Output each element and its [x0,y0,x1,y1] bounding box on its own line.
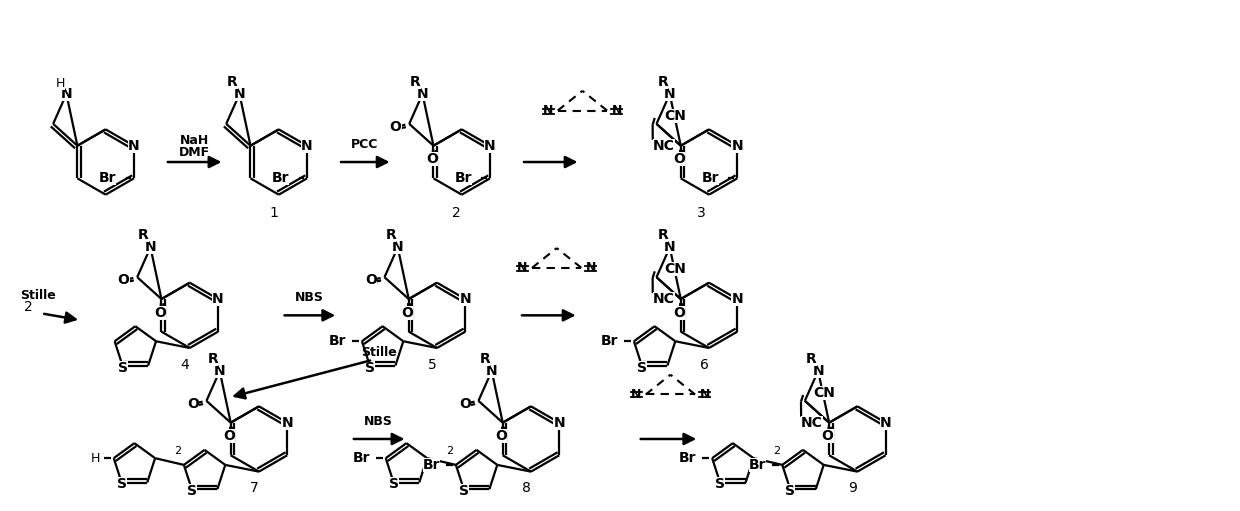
Text: O: O [365,273,377,287]
Text: 6: 6 [699,358,708,372]
Text: H: H [91,452,100,464]
Text: N: N [631,388,641,401]
Text: Stille: Stille [21,289,56,302]
Text: 2: 2 [453,206,461,220]
Text: N: N [301,138,312,153]
Text: N: N [732,292,743,306]
Text: Br: Br [329,334,346,349]
Text: O: O [389,120,402,134]
Text: S: S [187,484,197,498]
Text: CN: CN [665,262,687,276]
Text: O: O [402,306,413,320]
Text: N: N [587,261,596,274]
Text: 3: 3 [697,206,706,220]
Text: R: R [657,75,668,89]
Text: 2: 2 [773,446,780,456]
Text: 4: 4 [180,358,190,372]
Text: N: N [392,240,403,254]
Text: 7: 7 [249,481,258,496]
Text: S: S [637,361,647,375]
Text: N: N [61,87,72,101]
Text: N: N [145,240,156,254]
Text: N: N [543,104,553,117]
Text: N: N [663,87,676,101]
Text: R: R [410,75,420,89]
Text: S: S [365,361,374,375]
Text: O: O [822,429,833,444]
Text: O: O [673,152,686,167]
Text: R: R [806,352,817,366]
Text: Br: Br [702,171,719,185]
Text: NaH: NaH [180,134,210,147]
Text: NC: NC [652,292,675,306]
Text: 2: 2 [446,446,454,456]
Text: Br: Br [352,451,370,465]
Text: R: R [138,228,149,242]
Text: N: N [417,87,428,101]
Text: N: N [732,138,743,153]
Text: 8: 8 [522,481,531,496]
Text: NC: NC [801,415,823,430]
Text: R: R [227,75,238,89]
Text: N: N [812,364,823,378]
Text: N: N [212,292,223,306]
Text: Br: Br [423,458,440,472]
Text: N: N [553,415,565,430]
Text: R: R [657,228,668,242]
Text: R: R [207,352,218,366]
Text: H: H [56,77,66,90]
Text: Br: Br [749,458,766,472]
Text: N: N [611,104,622,117]
Text: CN: CN [665,109,687,123]
Text: CN: CN [813,386,835,400]
Text: S: S [785,484,795,498]
Text: N: N [460,292,471,306]
Text: R: R [480,352,490,366]
Text: Br: Br [272,171,289,185]
Text: O: O [459,397,471,411]
Text: NBS: NBS [365,415,393,428]
Text: N: N [880,415,892,430]
Text: N: N [663,240,676,254]
Text: O: O [673,306,686,320]
Text: S: S [715,477,725,492]
Text: O: O [427,152,438,167]
Text: PCC: PCC [351,138,378,151]
Text: NBS: NBS [295,291,324,304]
Text: N: N [517,261,527,274]
Text: O: O [495,429,507,444]
Text: Br: Br [455,171,472,185]
Text: N: N [484,138,496,153]
Text: N: N [281,415,293,430]
Text: N: N [128,138,140,153]
Text: S: S [117,477,126,492]
Text: O: O [223,429,236,444]
Text: S: S [388,477,398,492]
Text: DMF: DMF [179,146,211,158]
Text: N: N [486,364,497,378]
Text: S: S [459,484,469,498]
Text: Br: Br [99,171,117,185]
Text: N: N [215,364,226,378]
Text: N: N [699,388,711,401]
Text: S: S [118,361,128,375]
Text: N: N [233,87,246,101]
Text: 2: 2 [175,446,181,456]
Text: 9: 9 [848,481,857,496]
Text: 1: 1 [269,206,278,220]
Text: O: O [154,306,166,320]
Text: O: O [118,273,130,287]
Text: Br: Br [678,451,697,465]
Text: Stille: Stille [361,346,397,359]
Text: Br: Br [600,334,618,349]
Text: 5: 5 [428,358,436,372]
Text: O: O [187,397,198,411]
Text: 2: 2 [24,300,33,314]
Text: R: R [386,228,397,242]
Text: NC: NC [652,138,675,153]
